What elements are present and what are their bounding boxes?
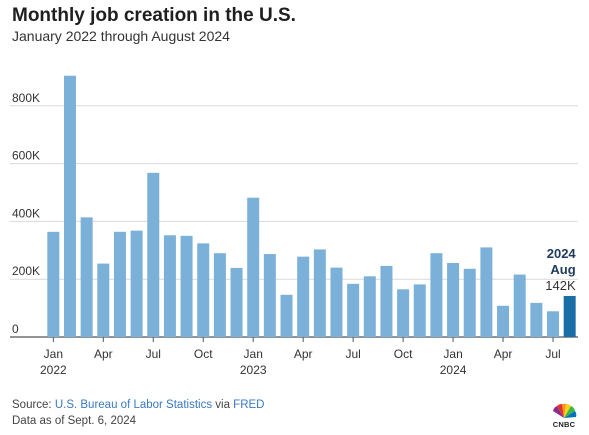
- cnbc-peacock-icon: [553, 403, 577, 418]
- chart-title: Monthly job creation in the U.S.: [12, 5, 296, 26]
- x-tick-label: Apr: [494, 347, 513, 361]
- bar-jan-2024: [447, 263, 460, 337]
- source-prefix: Source:: [12, 399, 55, 411]
- y-tick-label: 600K: [12, 149, 40, 163]
- bar-aug-2022: [163, 235, 176, 337]
- x-tick-label: Jul: [545, 347, 560, 361]
- bar-jan-2023: [247, 197, 260, 337]
- bar-feb-2024: [463, 268, 476, 337]
- bar-feb-2023: [263, 254, 276, 337]
- bar-apr-2023: [297, 256, 310, 337]
- gridlines: [10, 105, 578, 338]
- bar-oct-2022: [197, 243, 210, 337]
- bar-jan-2022: [47, 231, 60, 337]
- source-via: via: [212, 399, 234, 411]
- bar-aug-2024: [563, 295, 576, 337]
- bar-feb-2022: [63, 75, 76, 337]
- bar-dec-2023: [430, 253, 443, 337]
- annotation-year: 2024: [547, 246, 577, 261]
- source-line: Source: U.S. Bureau of Labor Statistics …: [12, 399, 264, 411]
- x-tick-label: Apr: [294, 347, 313, 361]
- bar-jun-2022: [130, 230, 143, 337]
- bar-jun-2024: [530, 302, 543, 337]
- bar-apr-2024: [497, 305, 510, 337]
- y-tick-label: 800K: [12, 91, 40, 105]
- bar-aug-2023: [363, 276, 376, 337]
- x-tick-label: Apr: [94, 347, 113, 361]
- bar-sep-2022: [180, 235, 193, 337]
- bar-apr-2022: [97, 263, 110, 337]
- x-tick-year-label: 2024: [440, 363, 467, 377]
- x-tick-label: Jan: [244, 347, 263, 361]
- bar-jul-2022: [147, 172, 160, 337]
- x-tick-year-label: 2023: [240, 363, 267, 377]
- x-tick-label: Jul: [146, 347, 161, 361]
- bar-sep-2023: [380, 265, 393, 337]
- annotation-month: Aug: [550, 262, 575, 277]
- x-tick-label: Oct: [194, 347, 213, 361]
- y-tick-label: 400K: [12, 206, 40, 220]
- bar-mar-2023: [280, 294, 293, 337]
- chart-subtitle: January 2022 through August 2024: [12, 28, 230, 44]
- cnbc-logo-text: CNBC: [552, 420, 576, 429]
- bar-jul-2023: [347, 283, 360, 337]
- bar-may-2022: [113, 231, 126, 337]
- x-tick-label: Jan: [44, 347, 63, 361]
- latest-value-annotation: 2024 Aug 142K: [545, 246, 576, 293]
- x-tick-label: Jul: [345, 347, 360, 361]
- x-tick-label: Oct: [394, 347, 413, 361]
- bar-jun-2023: [330, 267, 343, 337]
- bar-dec-2022: [230, 267, 243, 337]
- bar-oct-2023: [397, 289, 410, 337]
- bar-nov-2023: [413, 284, 426, 337]
- bar-may-2023: [313, 249, 326, 337]
- source-bls-link[interactable]: U.S. Bureau of Labor Statistics: [54, 399, 213, 411]
- y-tick-label: 200K: [12, 264, 40, 278]
- bar-jul-2024: [547, 311, 560, 337]
- bar-mar-2024: [480, 247, 493, 337]
- bar-mar-2022: [80, 217, 93, 337]
- x-axis-ticks: Jan 2022 Apr Jul Oct Jan 2023 Apr Jul Oct Jan 2024 A…: [40, 337, 561, 377]
- source-fred-link[interactable]: FRED: [233, 399, 265, 411]
- y-axis-ticks: 0 200K 400K 600K 800K: [12, 91, 40, 336]
- bars: [47, 75, 576, 337]
- data-as-of: Data as of Sept. 6, 2024: [12, 415, 137, 427]
- bar-may-2024: [513, 274, 526, 337]
- annotation-value: 142K: [545, 278, 576, 293]
- bar-nov-2022: [213, 253, 226, 337]
- x-tick-year-label: 2022: [40, 363, 67, 377]
- x-tick-label: Jan: [443, 347, 462, 361]
- y-tick-label: 0: [12, 322, 19, 336]
